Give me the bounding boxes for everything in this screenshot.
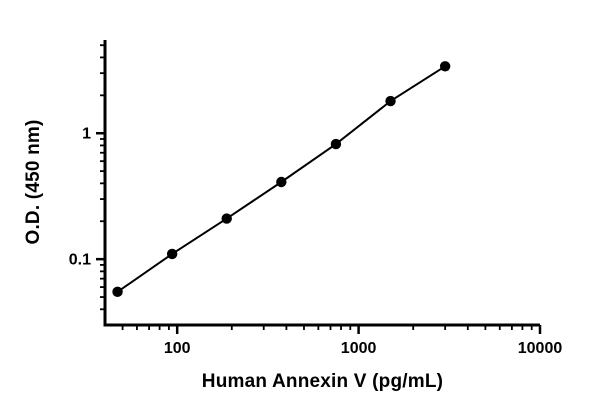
x-tick-label: 100 xyxy=(164,340,191,357)
data-point xyxy=(166,248,178,260)
data-point xyxy=(385,95,396,107)
x-axis-title: Human Annexin V (pg/mL) xyxy=(201,371,444,392)
data-point xyxy=(439,61,451,72)
y-axis-title: O.D. (450 nm) xyxy=(23,119,44,245)
y-tick-label: 1 xyxy=(82,126,91,143)
x-tick-label: 1000 xyxy=(341,340,377,357)
y-tick-label: 0.1 xyxy=(69,252,91,269)
data-point xyxy=(330,138,342,150)
axes-lines xyxy=(103,40,540,327)
data-point xyxy=(221,213,232,224)
data-point xyxy=(112,286,123,298)
x-tick-label: 10000 xyxy=(518,340,563,357)
data-point xyxy=(276,176,287,188)
